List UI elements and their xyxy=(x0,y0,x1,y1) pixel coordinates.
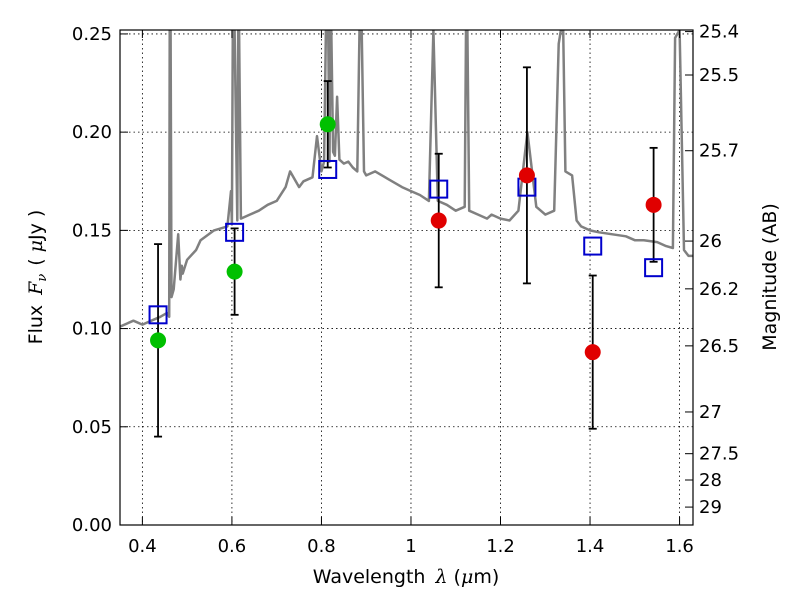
y-tick-label: 0.10 xyxy=(72,319,112,340)
y-tick-label: 0.00 xyxy=(72,515,112,536)
y2-tick-label: 25.7 xyxy=(699,141,739,162)
y-axis-ticks: 0.00 0.05 0.10 0.15 0.20 0.25 xyxy=(72,24,128,536)
model-photometry-square xyxy=(583,236,603,256)
observed-nir-point xyxy=(430,212,447,229)
model-photometry-square xyxy=(644,258,664,278)
y-tick-label: 0.25 xyxy=(72,24,112,45)
y2-axis-label: Magnitude (AB) xyxy=(759,203,781,351)
y2-tick-label: 26.5 xyxy=(699,336,739,357)
x-tick-label: 0.4 xyxy=(128,536,157,557)
model-spectrum xyxy=(120,30,693,328)
model-photometry-square xyxy=(225,222,245,242)
model-photometry-series xyxy=(148,159,664,325)
x-tick-label: 0.8 xyxy=(307,536,336,557)
x-tick-label: 1.2 xyxy=(486,536,515,557)
model-photometry-square xyxy=(429,179,449,199)
x-tick-label: 0.6 xyxy=(218,536,247,557)
y2-tick-label: 27 xyxy=(699,402,722,423)
plot-frame xyxy=(119,29,694,526)
y-tick-label: 0.15 xyxy=(72,220,112,241)
observed-nir-point xyxy=(584,344,601,361)
y2-tick-label: 27.5 xyxy=(699,444,739,465)
grid-lines xyxy=(120,30,693,526)
y2-tick-label: 25.5 xyxy=(699,65,739,86)
x-tick-label: 1.4 xyxy=(576,536,605,557)
observed-nir-point xyxy=(645,196,662,213)
x-axis-label: Wavelength λ (μm) xyxy=(313,566,500,588)
model-photometry-square xyxy=(318,159,338,179)
y2-axis-ticks: 25.4 25.5 25.7 26 26.2 26.5 27 27.5 28 29 xyxy=(685,22,739,518)
x-tick-label: 1 xyxy=(405,536,416,557)
y-axis-label: FluxFν( μJy ) xyxy=(25,210,50,345)
observed-optical-point xyxy=(150,332,167,349)
observed-photometry-series xyxy=(150,116,662,361)
observed-optical-point xyxy=(226,263,243,280)
y2-tick-label: 26.2 xyxy=(699,279,739,300)
y2-tick-label: 25.4 xyxy=(699,22,739,43)
observed-nir-point xyxy=(518,167,535,184)
model-spectrum-line xyxy=(120,30,693,328)
y2-tick-label: 29 xyxy=(699,497,722,518)
y2-tick-label: 26 xyxy=(699,231,722,252)
x-axis-ticks: 0.4 0.6 0.8 1 1.2 1.4 1.6 xyxy=(128,30,694,557)
y-tick-label: 0.20 xyxy=(72,122,112,143)
x-tick-label: 1.6 xyxy=(665,536,694,557)
observed-optical-point xyxy=(319,116,336,133)
y2-tick-label: 28 xyxy=(699,470,722,491)
model-photometry-square xyxy=(148,305,168,325)
error-bars xyxy=(154,66,658,438)
y-tick-label: 0.05 xyxy=(72,417,112,438)
